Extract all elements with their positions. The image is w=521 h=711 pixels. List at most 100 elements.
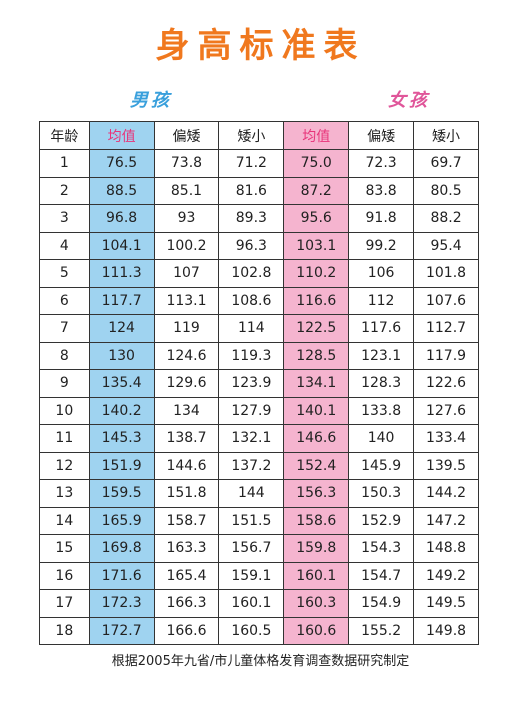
boys-avg-cell: 130 (88, 341, 155, 370)
table-row: 13 159.5 151.8 144 156.3 150.3 144.2 (39, 479, 479, 508)
girls-short-cell: 128.3 (348, 369, 415, 398)
boys-short-cell: 166.6 (153, 616, 220, 645)
girls-very-short-cell: 147.2 (413, 506, 479, 535)
boys-very-short-cell: 160.5 (218, 616, 285, 645)
header-girls-short: 偏矮 (348, 121, 415, 150)
boys-avg-cell: 96.8 (88, 204, 155, 233)
girls-very-short-cell: 149.2 (413, 561, 479, 590)
girls-avg-cell: 160.1 (283, 561, 350, 590)
girls-short-cell: 154.3 (348, 534, 415, 563)
girls-very-short-cell: 149.8 (413, 616, 479, 645)
table-row: 2 88.5 85.1 81.6 87.2 83.8 80.5 (39, 176, 479, 205)
boys-avg-cell: 145.3 (88, 424, 155, 453)
girls-avg-cell: 146.6 (283, 424, 350, 453)
boys-very-short-cell: 127.9 (218, 396, 285, 425)
boys-very-short-cell: 71.2 (218, 149, 285, 178)
boys-short-cell: 163.3 (153, 534, 220, 563)
boys-very-short-cell: 156.7 (218, 534, 285, 563)
age-cell: 15 (39, 534, 90, 563)
girls-very-short-cell: 133.4 (413, 424, 479, 453)
boys-short-cell: 107 (153, 259, 220, 288)
girls-avg-cell: 152.4 (283, 451, 350, 480)
girls-avg-cell: 156.3 (283, 479, 350, 508)
boys-avg-cell: 151.9 (88, 451, 155, 480)
table-row: 15 169.8 163.3 156.7 159.8 154.3 148.8 (39, 534, 479, 563)
header-age: 年龄 (39, 121, 90, 150)
boys-very-short-cell: 114 (218, 314, 285, 343)
source-note: 根据2005年九省/市儿童体格发育调查数据研究制定 (111, 654, 410, 669)
boys-very-short-cell: 160.1 (218, 589, 285, 618)
boys-short-cell: 134 (153, 396, 220, 425)
header-girls-avg: 均值 (283, 121, 350, 150)
age-cell: 16 (39, 561, 90, 590)
boys-short-cell: 100.2 (153, 231, 220, 260)
boys-very-short-cell: 159.1 (218, 561, 285, 590)
boys-very-short-cell: 144 (218, 479, 285, 508)
boys-very-short-cell: 102.8 (218, 259, 285, 288)
girls-very-short-cell: 149.5 (413, 589, 479, 618)
girls-short-cell: 154.9 (348, 589, 415, 618)
age-cell: 11 (39, 424, 90, 453)
height-standard-table: 年龄 均值 偏矮 矮小 均值 偏矮 矮小 1 76.5 73.8 71.2 75.0 72… (39, 121, 479, 645)
table-row: 16 171.6 165.4 159.1 160.1 154.7 149.2 (39, 561, 479, 590)
boys-very-short-cell: 119.3 (218, 341, 285, 370)
girls-very-short-cell: 144.2 (413, 479, 479, 508)
girls-short-cell: 152.9 (348, 506, 415, 535)
table-row: 4 104.1 100.2 96.3 103.1 99.2 95.4 (39, 231, 479, 260)
girls-short-cell: 91.8 (348, 204, 415, 233)
boys-avg-cell: 172.3 (88, 589, 155, 618)
girls-short-cell: 117.6 (348, 314, 415, 343)
girls-very-short-cell: 139.5 (413, 451, 479, 480)
girls-very-short-cell: 88.2 (413, 204, 479, 233)
age-cell: 2 (39, 176, 90, 205)
table-row: 6 117.7 113.1 108.6 116.6 112 107.6 (39, 286, 479, 315)
boys-very-short-cell: 108.6 (218, 286, 285, 315)
table-row: 5 111.3 107 102.8 110.2 106 101.8 (39, 259, 479, 288)
girls-section-label: 女孩 (388, 90, 430, 111)
table-header-row: 年龄 均值 偏矮 矮小 均值 偏矮 矮小 (39, 121, 479, 150)
boys-avg-cell: 104.1 (88, 231, 155, 260)
header-boys-avg: 均值 (88, 121, 155, 150)
age-cell: 18 (39, 616, 90, 645)
boys-short-cell: 85.1 (153, 176, 220, 205)
age-cell: 5 (39, 259, 90, 288)
boys-avg-cell: 88.5 (88, 176, 155, 205)
boys-avg-cell: 117.7 (88, 286, 155, 315)
girls-very-short-cell: 122.6 (413, 369, 479, 398)
boys-short-cell: 165.4 (153, 561, 220, 590)
header-boys-short: 偏矮 (153, 121, 220, 150)
girls-avg-cell: 95.6 (283, 204, 350, 233)
age-cell: 17 (39, 589, 90, 618)
age-cell: 9 (39, 369, 90, 398)
table-row: 12 151.9 144.6 137.2 152.4 145.9 139.5 (39, 451, 479, 480)
boys-short-cell: 124.6 (153, 341, 220, 370)
girls-short-cell: 123.1 (348, 341, 415, 370)
girls-short-cell: 72.3 (348, 149, 415, 178)
table-row: 3 96.8 93 89.3 95.6 91.8 88.2 (39, 204, 479, 233)
girls-short-cell: 155.2 (348, 616, 415, 645)
girls-avg-cell: 160.6 (283, 616, 350, 645)
girls-avg-cell: 103.1 (283, 231, 350, 260)
girls-short-cell: 140 (348, 424, 415, 453)
header-girls-very-short: 矮小 (413, 121, 479, 150)
boys-avg-cell: 111.3 (88, 259, 155, 288)
table-body: 1 76.5 73.8 71.2 75.0 72.3 69.7 2 88.5 85.1 81.6 87… (39, 149, 479, 645)
girls-very-short-cell: 95.4 (413, 231, 479, 260)
age-cell: 14 (39, 506, 90, 535)
table-row: 9 135.4 129.6 123.9 134.1 128.3 122.6 (39, 369, 479, 398)
boys-very-short-cell: 151.5 (218, 506, 285, 535)
girls-short-cell: 145.9 (348, 451, 415, 480)
table-row: 14 165.9 158.7 151.5 158.6 152.9 147.2 (39, 506, 479, 535)
girls-very-short-cell: 112.7 (413, 314, 479, 343)
girls-avg-cell: 159.8 (283, 534, 350, 563)
age-cell: 10 (39, 396, 90, 425)
table-row: 1 76.5 73.8 71.2 75.0 72.3 69.7 (39, 149, 479, 178)
girls-very-short-cell: 117.9 (413, 341, 479, 370)
girls-avg-cell: 122.5 (283, 314, 350, 343)
age-cell: 1 (39, 149, 90, 178)
girls-short-cell: 154.7 (348, 561, 415, 590)
age-cell: 4 (39, 231, 90, 260)
boys-short-cell: 158.7 (153, 506, 220, 535)
boys-very-short-cell: 96.3 (218, 231, 285, 260)
table-row: 11 145.3 138.7 132.1 146.6 140 133.4 (39, 424, 479, 453)
